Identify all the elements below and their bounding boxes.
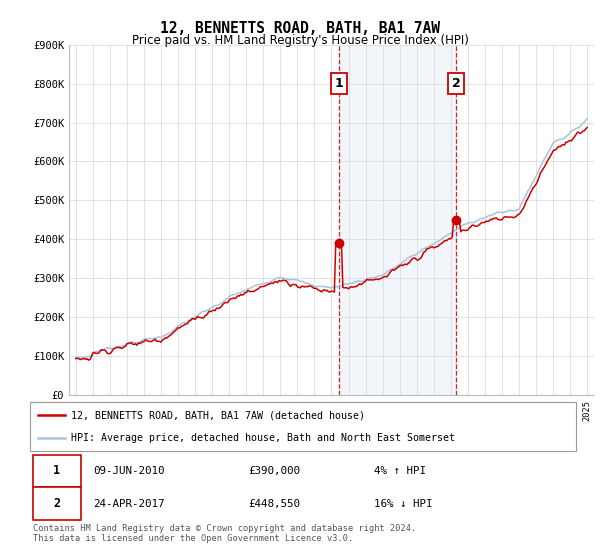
- Text: £448,550: £448,550: [248, 498, 301, 508]
- Text: 1: 1: [335, 77, 343, 90]
- Text: 16% ↓ HPI: 16% ↓ HPI: [374, 498, 433, 508]
- Text: HPI: Average price, detached house, Bath and North East Somerset: HPI: Average price, detached house, Bath…: [71, 433, 455, 444]
- Text: 4% ↑ HPI: 4% ↑ HPI: [374, 466, 426, 476]
- Text: Contains HM Land Registry data © Crown copyright and database right 2024.
This d: Contains HM Land Registry data © Crown c…: [33, 524, 416, 543]
- Bar: [33, 487, 81, 520]
- Text: 09-JUN-2010: 09-JUN-2010: [93, 466, 164, 476]
- Text: 24-APR-2017: 24-APR-2017: [93, 498, 164, 508]
- Text: 2: 2: [53, 497, 61, 510]
- Text: 2: 2: [452, 77, 460, 90]
- Text: 12, BENNETTS ROAD, BATH, BA1 7AW: 12, BENNETTS ROAD, BATH, BA1 7AW: [160, 21, 440, 36]
- Text: 1: 1: [53, 464, 61, 477]
- Bar: [339, 45, 456, 395]
- Bar: [33, 455, 81, 487]
- Text: £390,000: £390,000: [248, 466, 301, 476]
- Text: Price paid vs. HM Land Registry's House Price Index (HPI): Price paid vs. HM Land Registry's House …: [131, 34, 469, 46]
- Text: 12, BENNETTS ROAD, BATH, BA1 7AW (detached house): 12, BENNETTS ROAD, BATH, BA1 7AW (detach…: [71, 410, 365, 421]
